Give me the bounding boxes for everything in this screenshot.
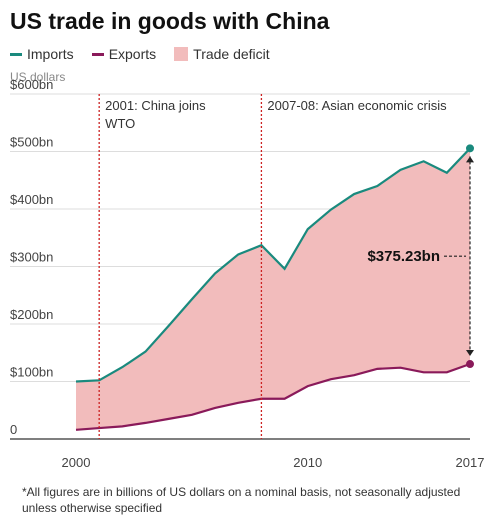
y-tick-label: $300bn xyxy=(10,250,53,265)
deficit-arrow-head-bottom xyxy=(466,350,474,357)
annotation-label: 2001: China joins xyxy=(105,98,206,113)
legend: Imports Exports Trade deficit xyxy=(10,46,270,62)
y-tick-label: 0 xyxy=(10,422,17,437)
deficit-callout-label: $375.23bn xyxy=(367,248,440,265)
legend-label-imports: Imports xyxy=(27,46,74,62)
legend-item-imports: Imports xyxy=(10,46,74,62)
y-tick-label: $500bn xyxy=(10,135,53,150)
y-tick-label: $400bn xyxy=(10,192,53,207)
exports-line xyxy=(75,362,471,431)
imports-endpoint xyxy=(466,144,474,153)
exports-endpoint xyxy=(466,360,474,369)
x-tick-label: 2017 xyxy=(456,455,485,470)
imports-swatch xyxy=(10,52,22,56)
annotation-label: 2007-08: Asian economic crisis xyxy=(267,98,447,113)
y-tick-label: $200bn xyxy=(10,307,53,322)
legend-label-deficit: Trade deficit xyxy=(193,46,270,62)
y-tick-label: $600bn xyxy=(10,77,53,92)
legend-item-deficit: Trade deficit xyxy=(174,46,270,62)
exports-swatch xyxy=(91,52,104,56)
x-tick-label: 2010 xyxy=(293,455,322,470)
footnote: *All figures are in billions of US dolla… xyxy=(22,485,461,515)
y-tick-label: $100bn xyxy=(10,365,53,380)
deficit-swatch xyxy=(174,47,189,61)
chart-title: US trade in goods with China xyxy=(10,8,330,34)
units-label: US dollars xyxy=(10,70,66,84)
legend-label-exports: Exports xyxy=(108,46,157,62)
x-tick-label: 2000 xyxy=(62,455,91,470)
trade-deficit-area xyxy=(76,148,470,430)
imports-line xyxy=(75,147,471,383)
legend-item-exports: Exports xyxy=(91,46,157,62)
deficit-arrow-head-top xyxy=(466,156,474,163)
trade-chart: 0 $100bn $200bn $300bn $400bn $500bn $600bn 200… xyxy=(10,77,485,470)
annotation-label: WTO xyxy=(105,116,135,131)
